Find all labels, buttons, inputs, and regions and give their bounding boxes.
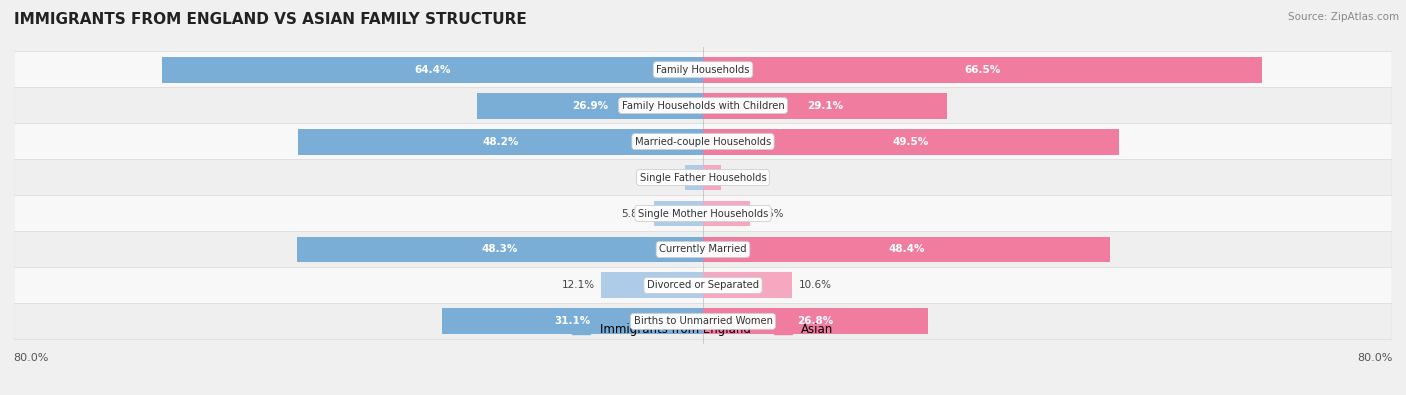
FancyBboxPatch shape xyxy=(14,267,1392,303)
Bar xyxy=(297,237,703,262)
Text: Family Households with Children: Family Households with Children xyxy=(621,101,785,111)
FancyBboxPatch shape xyxy=(14,160,1392,196)
Text: Single Mother Households: Single Mother Households xyxy=(638,209,768,218)
Text: 26.9%: 26.9% xyxy=(572,101,607,111)
Bar xyxy=(162,57,703,83)
FancyBboxPatch shape xyxy=(14,88,1392,124)
Bar xyxy=(703,201,749,226)
FancyBboxPatch shape xyxy=(14,52,1392,88)
Bar xyxy=(685,165,703,190)
FancyBboxPatch shape xyxy=(14,231,1392,267)
Text: 12.1%: 12.1% xyxy=(561,280,595,290)
Text: Births to Unmarried Women: Births to Unmarried Women xyxy=(634,316,772,326)
Text: 64.4%: 64.4% xyxy=(415,65,451,75)
Bar xyxy=(703,57,1261,83)
Text: Source: ZipAtlas.com: Source: ZipAtlas.com xyxy=(1288,12,1399,22)
Text: 48.4%: 48.4% xyxy=(889,245,925,254)
Text: 31.1%: 31.1% xyxy=(554,316,591,326)
Bar xyxy=(703,165,721,190)
Bar xyxy=(654,201,703,226)
Text: 26.8%: 26.8% xyxy=(797,316,834,326)
Text: 2.1%: 2.1% xyxy=(727,173,754,182)
Bar xyxy=(602,273,703,298)
Text: 29.1%: 29.1% xyxy=(807,101,844,111)
Bar xyxy=(441,308,703,334)
Text: 5.6%: 5.6% xyxy=(756,209,783,218)
Bar xyxy=(703,129,1119,154)
Bar xyxy=(703,237,1109,262)
Text: 48.2%: 48.2% xyxy=(482,137,519,147)
Text: 66.5%: 66.5% xyxy=(965,65,1001,75)
FancyBboxPatch shape xyxy=(14,303,1392,339)
Bar xyxy=(703,273,792,298)
Text: Family Households: Family Households xyxy=(657,65,749,75)
Text: Married-couple Households: Married-couple Households xyxy=(636,137,770,147)
FancyBboxPatch shape xyxy=(14,124,1392,160)
Text: 5.8%: 5.8% xyxy=(621,209,648,218)
Bar xyxy=(477,93,703,118)
Text: Single Father Households: Single Father Households xyxy=(640,173,766,182)
Text: 48.3%: 48.3% xyxy=(482,245,519,254)
Text: 2.2%: 2.2% xyxy=(651,173,678,182)
Bar xyxy=(703,93,948,118)
Text: 10.6%: 10.6% xyxy=(799,280,832,290)
Legend: Immigrants from England, Asian: Immigrants from England, Asian xyxy=(568,318,838,341)
Bar xyxy=(703,308,928,334)
Text: Divorced or Separated: Divorced or Separated xyxy=(647,280,759,290)
Bar xyxy=(298,129,703,154)
Text: Currently Married: Currently Married xyxy=(659,245,747,254)
Text: 49.5%: 49.5% xyxy=(893,137,929,147)
Text: IMMIGRANTS FROM ENGLAND VS ASIAN FAMILY STRUCTURE: IMMIGRANTS FROM ENGLAND VS ASIAN FAMILY … xyxy=(14,12,527,27)
FancyBboxPatch shape xyxy=(14,196,1392,231)
